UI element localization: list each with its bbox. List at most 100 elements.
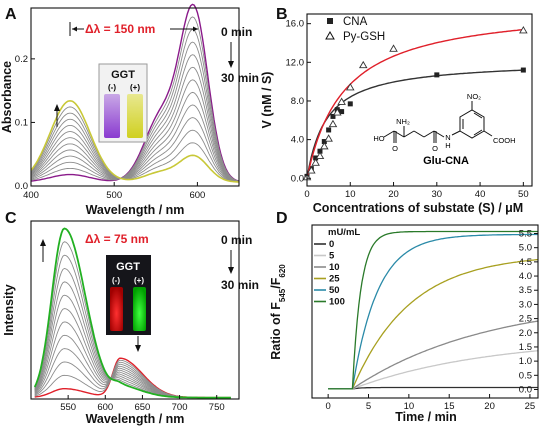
panel-d-ylabel-sub2: 620 (278, 264, 287, 278)
panel-d-ytick-label-10: 5.0 (519, 243, 532, 254)
panel-c-xtick-label-600: 600 (97, 402, 113, 413)
panel-d-legend-label-10: 10 (329, 262, 340, 273)
panel-d-frame (311, 224, 539, 399)
panel-b-point-cna (313, 155, 319, 161)
panel-b-point-pygsh (345, 83, 355, 91)
panel-d-ytick-label-5: 2.5 (519, 314, 532, 325)
panel-d-series-10 (328, 320, 539, 390)
panel-c-decrease-arrowhead (135, 345, 141, 352)
panel-d-legend-label-100: 100 (329, 297, 345, 308)
panel-b-legend-cna: CNA (343, 16, 368, 28)
panel-c-time-start: 0 min (221, 233, 252, 247)
panel-d-ytick-label-0: 0.0 (519, 384, 532, 395)
panel-b-plot (302, 26, 528, 181)
panel-d-ylabel: Ratio of F545/F620 (269, 264, 287, 360)
panel-c-time-end: 30 min (221, 278, 259, 292)
panel-a-spectrum-10 (30, 112, 240, 183)
panel-a-spectrum-5 (30, 66, 240, 182)
panel-c-delta-label: Δλ = 75 nm (85, 232, 149, 246)
panel-b-ytick-label-2: 8.0 (291, 96, 304, 107)
panel-b-xticks: 0 10 20 30 40 50 (304, 182, 529, 200)
panel-d-ytick-label-8: 4.0 (519, 271, 532, 282)
panel-d-ytick-label-3: 1.5 (519, 342, 532, 353)
panel-d-ytick-label-1: 0.5 (519, 370, 532, 381)
panel-b-ytick-label-0: 0.0 (291, 173, 304, 184)
panel-b-ytick-label-4: 16.0 (286, 19, 305, 30)
panel-b-point-pygsh (315, 151, 325, 159)
panel-b-legend-pygsh: Py-GSH (343, 31, 385, 43)
panel-a-vial-plus: (+) (130, 83, 140, 92)
panel-a-spectrum-9 (30, 117, 240, 183)
panel-c-xtick-label-700: 700 (172, 402, 188, 413)
panel-d-legend-label-5: 5 (329, 251, 335, 262)
panel-a-curves (30, 3, 240, 183)
panel-b-letter: B (276, 6, 288, 23)
panel-a-delta-left-arrowhead (72, 26, 77, 32)
panel-d-xtick-label-25: 25 (525, 401, 536, 412)
panel-c-curves (33, 227, 231, 399)
panel-a-delta-right-arrowhead (193, 26, 198, 32)
panel-c-spectrum-12 (33, 227, 231, 399)
panel-b-atom-cooh: COOH (493, 136, 516, 145)
panel-c-increase-arrowhead (40, 239, 46, 246)
panel-d-ytick-label-2: 1.0 (519, 356, 532, 367)
panel-d-ytick-label-4: 2.0 (519, 328, 532, 339)
panel-d-xlabel: Time / min (395, 410, 457, 424)
panel-b-point-pygsh (328, 119, 338, 128)
panel-a-time-start: 0 min (221, 25, 252, 39)
panel-c-time-arrowhead (228, 267, 234, 274)
panel-a-spectrum-8 (30, 104, 240, 183)
panel-b-xtick-label-40: 40 (475, 189, 486, 200)
panel-a-xtick-label-600: 600 (189, 190, 205, 201)
panel-a-time-end: 30 min (221, 71, 259, 85)
panel-b-frame (306, 13, 533, 187)
panel-a: A 400 500 600 0.0 0.1 0.2 Wavelength / nm Ab… (0, 3, 259, 217)
panel-b-ytick-label-3: 12.0 (286, 57, 305, 68)
panel-b-legend-pygsh-marker (325, 30, 335, 40)
panel-b-point-pygsh (333, 108, 342, 116)
panel-d-xticks: 0 5 10 15 20 25 (325, 394, 535, 412)
panel-b-point-pygsh (320, 141, 329, 150)
panel-b-ylabel: V (nM / S) (260, 72, 274, 129)
panel-b-xlabel: Concentrations of substate (S) / μM (313, 201, 523, 215)
panel-d-series-50 (328, 233, 538, 390)
panel-b-atom-nh2: NH₂ (396, 117, 410, 126)
panel-b-point-pygsh (337, 97, 346, 105)
panel-d-series-0 (328, 386, 538, 390)
panel-d-series-25 (328, 258, 539, 390)
panel-a-vial-yellow (127, 94, 143, 138)
panel-c-xtick-label-650: 650 (134, 402, 150, 413)
panel-b-point-cna (347, 101, 353, 107)
panel-b-xtick-label-50: 50 (518, 189, 529, 200)
panel-a-vial-title: GGT (111, 69, 135, 81)
panel-c-xtick-label-550: 550 (60, 402, 76, 413)
panel-d-ytick-label-11: 5.5 (519, 229, 532, 240)
panel-a-xtick-label-500: 500 (106, 190, 122, 201)
panel-a-spectrum-4 (30, 54, 240, 182)
panel-b-point-pygsh (389, 44, 398, 52)
panel-d-xtick-label-20: 20 (484, 401, 495, 412)
panel-c-frame (30, 220, 240, 400)
panel-c-xticks: 550 600 650 700 750 (60, 395, 225, 413)
panel-b-point-pygsh (519, 26, 528, 34)
panel-b-point-cna (434, 72, 440, 78)
panel-d-curves (328, 230, 539, 390)
panel-c-vial-green (133, 287, 146, 331)
panel-b-chemical-structure (383, 101, 493, 143)
panel-d-ylabel-sub1: 545 (278, 288, 287, 302)
panel-b-xtick-label-0: 0 (304, 189, 309, 200)
panel-b-yticks: 0.0 4.0 8.0 12.0 16.0 (286, 19, 311, 184)
panel-b-atom-o1: O (392, 144, 398, 153)
panel-d-xtick-label-10: 10 (404, 401, 415, 412)
panel-d-ytick-label-7: 3.5 (519, 285, 532, 296)
panel-c-vial-photo: GGT (-) (+) (106, 255, 151, 335)
panel-d-ytick-label-6: 3.0 (519, 299, 532, 310)
panel-d-legend-label-25: 25 (329, 274, 340, 285)
panel-b-point-cna (321, 139, 327, 145)
panel-a-vial-minus: (-) (108, 83, 116, 92)
panel-c: C 550 600 650 700 750 Wavelength / nm Intens… (2, 210, 259, 426)
panel-a-spectrum-7 (30, 91, 240, 183)
panel-a-xtick-label-400: 400 (23, 190, 39, 201)
